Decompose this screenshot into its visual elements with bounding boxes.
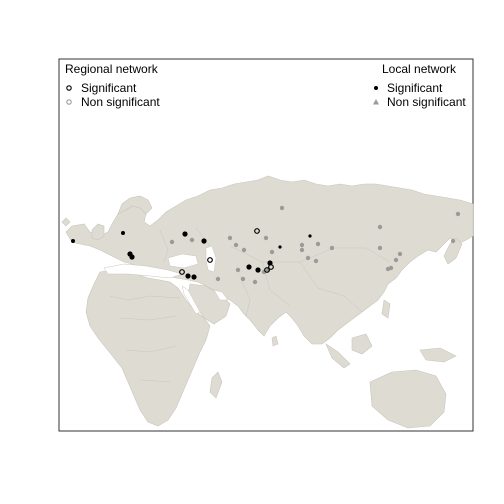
landmass-africa [85,269,211,427]
legend-regional-nonsig-symbol [66,99,72,105]
station-marker [254,228,260,234]
station-marker [129,254,135,260]
station-marker [393,257,399,263]
border-line [239,275,251,317]
border-line [119,315,177,321]
station-marker [227,235,233,241]
station-marker [377,224,383,230]
station-marker [240,276,246,282]
landmass-iceland [61,217,71,227]
landmass-australia [369,369,447,429]
station-marker [169,239,175,245]
stations [71,205,461,285]
station-marker [385,266,391,272]
legend-local: Local network Significant Non significan… [373,62,466,109]
legend-regional-sig-label: Significant [81,81,137,95]
legend-local-sig-label: Significant [387,81,443,95]
station-marker [121,231,125,235]
station-marker [279,205,285,211]
station-marker [252,279,258,285]
station-marker [207,257,213,263]
mediterranean [103,263,183,279]
station-marker [329,245,335,251]
landmass-sumatra [325,343,351,369]
legend-regional-title: Regional network [65,62,159,76]
landmass-new-guinea [419,347,457,363]
station-marker [397,251,403,257]
station-marker [182,231,188,237]
station-marker [278,245,282,249]
station-marker [185,273,191,279]
land-layer [61,175,474,429]
border-line [159,229,169,263]
station-marker [246,264,252,270]
station-marker [305,255,311,261]
border-line [229,245,391,263]
landmass-scandinavia [117,195,153,215]
border-line [299,261,363,313]
border-line [125,345,177,353]
station-marker [235,267,241,273]
nonsig-markers [169,205,461,285]
station-marker [313,258,319,264]
legend-local-nonsig-symbol [373,99,379,105]
station-marker [308,234,312,238]
black-sea [167,253,199,269]
station-marker [201,238,207,244]
station-marker [269,249,275,255]
landmass-borneo [351,333,373,355]
sig-markers [71,231,312,280]
landmass-eurasia [65,175,474,345]
landmass-philippines [381,299,391,319]
landmass-madagascar [209,371,223,399]
landmass-srilanka [271,335,279,347]
station-marker [299,247,305,253]
border-line [109,295,181,301]
water-layer [103,245,229,315]
station-marker [215,276,221,282]
legend-local-title: Local network [382,62,457,76]
legend-regional-sig-symbol [66,85,72,91]
landmass-japan [443,237,463,265]
station-marker [450,238,456,244]
station-marker [71,239,75,243]
persian-gulf [213,289,229,301]
station-marker [233,242,239,248]
landmass-britain [91,223,105,241]
station-marker [377,245,383,251]
border-line [139,379,171,383]
station-marker [179,269,185,275]
legend-regional-nonsig-label: Non significant [81,95,160,109]
borders-layer [109,227,391,383]
border-line [195,227,211,247]
station-marker [191,274,197,280]
regional-sig-markers [179,228,274,275]
legend-regional: Regional network Significant Non signifi… [65,62,160,109]
station-marker [264,267,270,273]
caspian-sea [205,245,217,273]
station-marker [455,211,461,217]
legend-local-sig-symbol [374,86,378,90]
station-marker [263,235,269,241]
station-marker [241,247,247,253]
legend-local-nonsig-label: Non significant [387,95,466,109]
station-marker [299,242,305,248]
station-marker [268,264,274,270]
station-marker [315,241,321,247]
station-marker [189,237,195,243]
red-sea [181,285,201,315]
station-marker [255,267,261,273]
